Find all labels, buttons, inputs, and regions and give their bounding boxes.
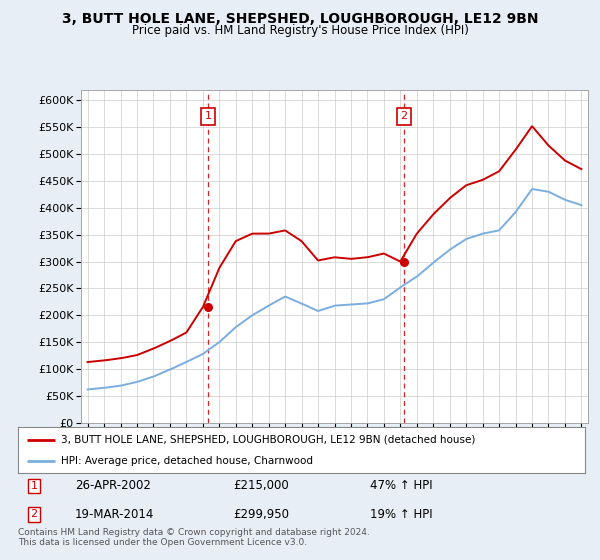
Text: Price paid vs. HM Land Registry's House Price Index (HPI): Price paid vs. HM Land Registry's House … (131, 24, 469, 36)
Text: 2: 2 (31, 509, 37, 519)
Text: 26-APR-2002: 26-APR-2002 (75, 479, 151, 492)
Text: 19% ↑ HPI: 19% ↑ HPI (370, 508, 432, 521)
Text: 1: 1 (205, 111, 212, 122)
Text: 3, BUTT HOLE LANE, SHEPSHED, LOUGHBOROUGH, LE12 9BN (detached house): 3, BUTT HOLE LANE, SHEPSHED, LOUGHBOROUG… (61, 435, 475, 445)
Text: 3, BUTT HOLE LANE, SHEPSHED, LOUGHBOROUGH, LE12 9BN: 3, BUTT HOLE LANE, SHEPSHED, LOUGHBOROUG… (62, 12, 538, 26)
Text: Contains HM Land Registry data © Crown copyright and database right 2024.
This d: Contains HM Land Registry data © Crown c… (18, 528, 370, 547)
Text: 1: 1 (31, 481, 37, 491)
Text: HPI: Average price, detached house, Charnwood: HPI: Average price, detached house, Char… (61, 456, 313, 466)
Text: £215,000: £215,000 (233, 479, 289, 492)
Text: 47% ↑ HPI: 47% ↑ HPI (370, 479, 432, 492)
Text: 19-MAR-2014: 19-MAR-2014 (75, 508, 154, 521)
Text: 2: 2 (400, 111, 407, 122)
Text: £299,950: £299,950 (233, 508, 289, 521)
